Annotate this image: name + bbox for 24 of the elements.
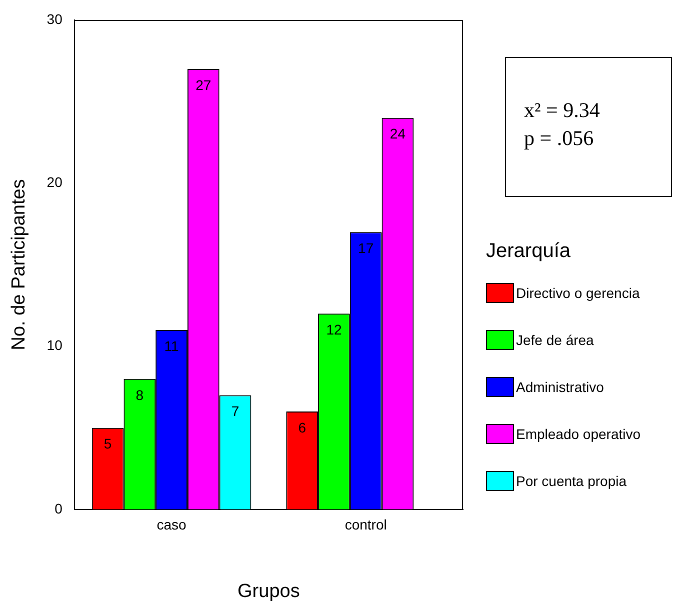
y-tick-label: 0 [54, 500, 63, 516]
data-label: 5 [104, 436, 112, 452]
data-label: 27 [196, 76, 212, 93]
legend-label: Empleado operativo [516, 426, 641, 442]
data-label: 6 [298, 419, 306, 436]
y-axis-title: No. de Participantes [8, 179, 30, 350]
data-label: 11 [164, 338, 180, 354]
note-box: x² = 9.34 p = .056 [505, 57, 672, 197]
data-label: 24 [390, 126, 406, 142]
legend-label: Administrativo [516, 379, 604, 395]
data-label: 8 [136, 386, 144, 403]
data-label: 7 [231, 403, 240, 420]
y-tick-label: 20 [46, 174, 63, 190]
x-tick-label: control [344, 516, 387, 533]
legend-label: Jefe de área [516, 332, 594, 348]
legend-label: Directivo o gerencia [516, 285, 640, 301]
x-axis-title: Grupos [238, 580, 300, 602]
data-label: 17 [358, 240, 374, 256]
legend-label: Por cuenta propia [516, 473, 627, 489]
legend-title: Jerarquía [486, 240, 572, 263]
data-label: 12 [326, 322, 342, 338]
y-tick-label: 30 [46, 10, 63, 27]
x-tick-label: caso [156, 516, 187, 533]
y-tick-label: 10 [46, 337, 63, 354]
